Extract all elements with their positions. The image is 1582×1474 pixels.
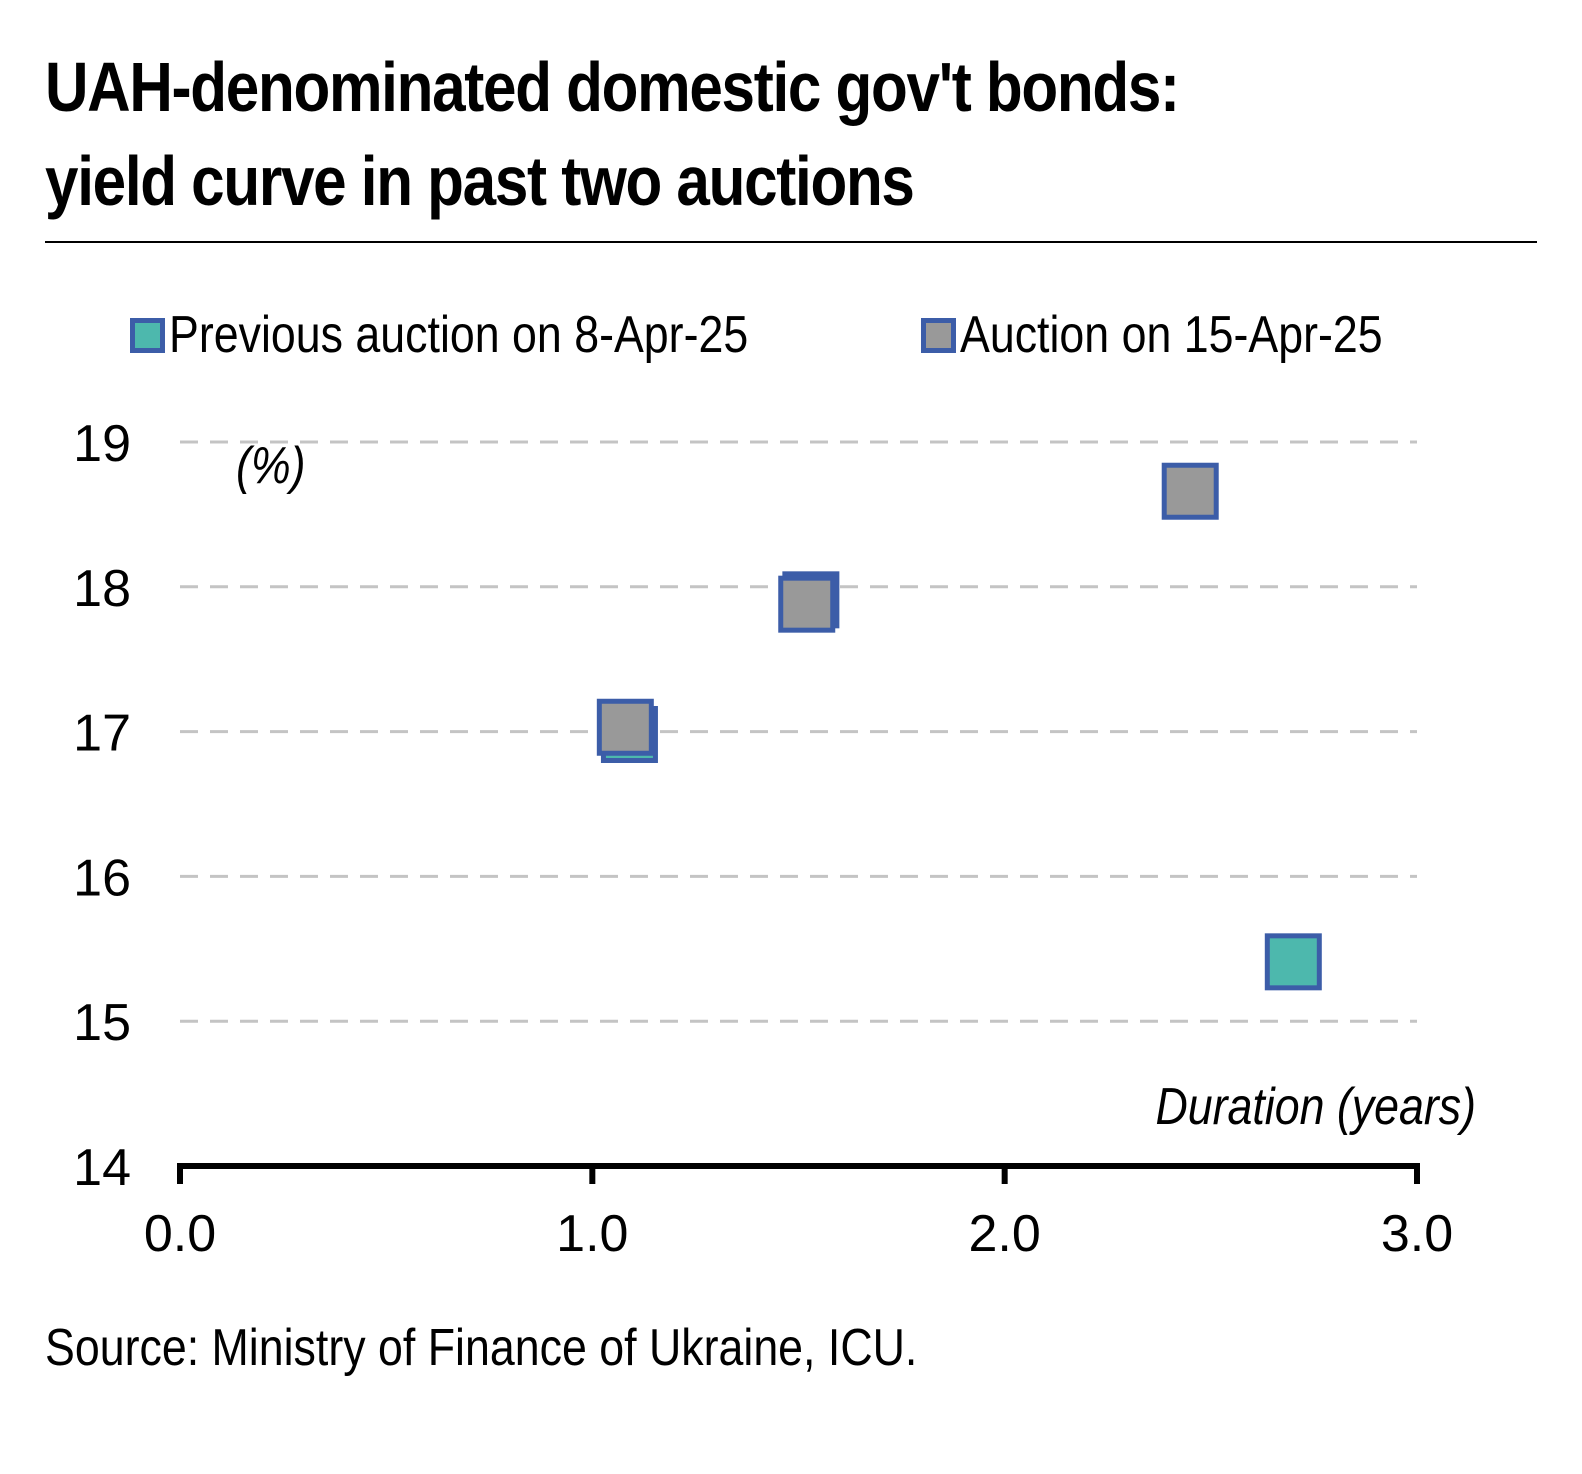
legend-item-previous-auction: Previous auction on 8-Apr-25	[130, 305, 843, 365]
data-point-series-2-2	[778, 575, 836, 633]
legend-swatch-previous-auction	[130, 317, 165, 353]
y-axis-label: (%)	[236, 437, 306, 495]
x-tick-label-0.0: 0.0	[144, 1205, 216, 1263]
legend-label-latest-auction: Auction on 15-Apr-25	[959, 306, 1383, 364]
legend-label-previous-auction: Previous auction on 8-Apr-25	[169, 306, 749, 364]
y-tick-label-15: 15	[73, 994, 131, 1052]
chart-title-line-1: UAH-denominated domestic gov't bonds:	[45, 48, 1180, 126]
x-tick-label-3.0: 3.0	[1381, 1205, 1453, 1263]
x-tick-label-2.0: 2.0	[969, 1205, 1041, 1263]
legend-item-latest-auction: Auction on 15-Apr-25	[920, 305, 1451, 365]
y-tick-label-14: 14	[73, 1139, 131, 1197]
legend: Previous auction on 8-Apr-25 Auction on …	[130, 300, 1529, 370]
title-divider	[45, 241, 1537, 243]
data-point-series-1-3	[1264, 933, 1322, 991]
legend-swatch-latest-auction	[920, 317, 956, 353]
y-tick-label-17: 17	[73, 705, 131, 763]
x-tick-label-1.0: 1.0	[556, 1205, 628, 1263]
y-tick-label-18: 18	[73, 560, 131, 618]
source-note: Source: Ministry of Finance of Ukraine, …	[45, 1319, 918, 1377]
x-axis-label: Duration (years)	[1155, 1078, 1476, 1136]
chart-title: UAH-denominated domestic gov't bonds: yi…	[45, 40, 1326, 228]
data-point-series-2-3	[1161, 462, 1219, 520]
y-tick-label-16: 16	[73, 849, 131, 907]
chart-title-line-2: yield curve in past two auctions	[45, 142, 915, 220]
y-tick-label-19: 19	[73, 415, 131, 473]
scatter-plot: 14 15 16 17 18 19 0.0 1.0 2.0 3.0 (%) Duration (yea…	[73, 415, 1476, 1263]
data-point-series-2-1	[596, 698, 654, 756]
